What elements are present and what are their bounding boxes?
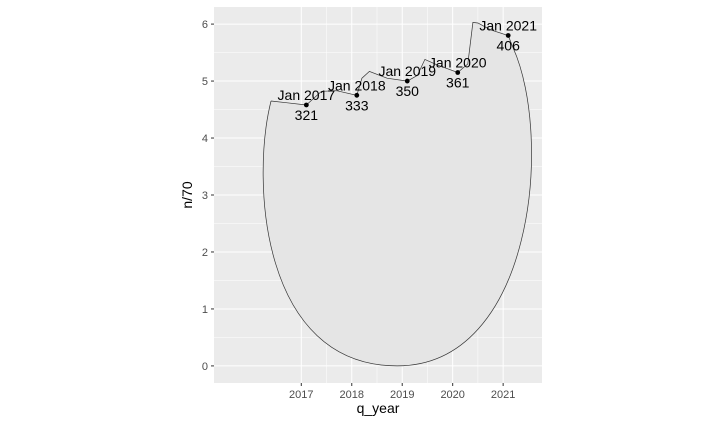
y-tick-label: 6	[202, 19, 208, 31]
y-axis-title: n/70	[179, 181, 195, 208]
x-axis-ticks: 2017 2018 2019 2020 2021	[289, 383, 515, 401]
x-tick-label: 2017	[289, 389, 313, 401]
data-point	[303, 102, 309, 108]
point-date-label: Jan 2020	[429, 55, 487, 71]
point-count-label: 321	[295, 107, 319, 123]
x-tick-label: 2019	[390, 389, 414, 401]
y-tick-label: 3	[202, 190, 208, 202]
point-labels: Jan 2017 321 Jan 2018 333 Jan 2019 350 Jan 202…	[278, 17, 538, 123]
point-count-label: 406	[497, 37, 521, 53]
y-tick-label: 0	[202, 361, 208, 373]
point-count-label: 361	[446, 75, 470, 91]
x-tick-label: 2021	[491, 389, 515, 401]
point-date-label: Jan 2017	[278, 87, 336, 103]
point-count-label: 333	[345, 97, 369, 113]
point-count-label: 350	[396, 83, 420, 99]
x-axis-title: q_year	[357, 400, 400, 416]
x-tick-label: 2020	[440, 389, 464, 401]
point-date-label: Jan 2021	[479, 17, 537, 33]
data-points	[303, 33, 511, 108]
data-point	[455, 70, 461, 75]
data-point	[354, 92, 360, 98]
data-point	[404, 78, 410, 84]
data-outline-shape	[262, 22, 532, 367]
x-tick-label: 2018	[340, 389, 364, 401]
y-tick-label: 4	[202, 133, 208, 145]
y-tick-label: 2	[202, 247, 208, 259]
y-axis-ticks: 0 1 2 3 4 5 6	[202, 19, 214, 373]
point-date-label: Jan 2018	[328, 77, 386, 93]
data-point	[505, 33, 511, 38]
point-date-label: Jan 2019	[378, 63, 436, 79]
y-tick-label: 1	[202, 304, 208, 316]
y-tick-label: 5	[202, 76, 208, 88]
